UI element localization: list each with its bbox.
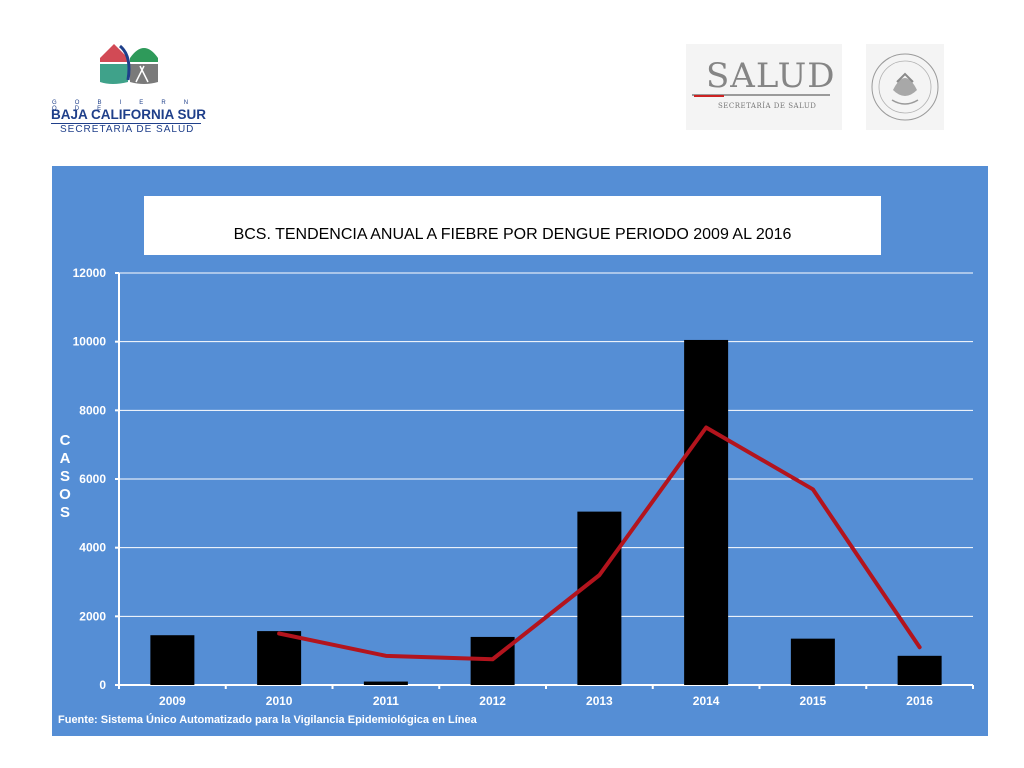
y-tick-label: 12000 bbox=[73, 266, 107, 280]
logo-divider bbox=[51, 123, 201, 124]
bar-2011 bbox=[363, 681, 408, 685]
gobierno-text: G O B I E R N O D E bbox=[52, 100, 197, 112]
bar-2013 bbox=[577, 511, 622, 685]
chart-title: BCS. TENDENCIA ANUAL A FIEBRE POR DENGUE… bbox=[233, 226, 792, 243]
salud-rule-accent bbox=[694, 95, 724, 97]
y-tick-label: 2000 bbox=[79, 609, 106, 623]
bar-2014 bbox=[684, 339, 729, 685]
trend-line bbox=[277, 425, 922, 662]
y-tick-label: 8000 bbox=[79, 403, 106, 417]
bar-2009 bbox=[150, 635, 195, 685]
y-tick-label: 4000 bbox=[79, 541, 106, 555]
x-tick-label: 2013 bbox=[586, 694, 613, 708]
dengue-chart: 0 2000 4000 6000 8000 10000 12000 2009 2010 2011 2… bbox=[73, 266, 974, 708]
y-tick-label: 0 bbox=[99, 678, 106, 692]
bar-2015 bbox=[790, 638, 835, 685]
salud-wordmark: SALUD bbox=[706, 56, 836, 96]
x-tick-label: 2016 bbox=[906, 694, 933, 708]
x-tick-label: 2015 bbox=[800, 694, 827, 708]
y-tick-label: 10000 bbox=[73, 335, 107, 349]
gobierno-bcs-logo: G O B I E R N O D E BAJA CALIFORNIA SUR … bbox=[48, 30, 218, 140]
salud-brand-box: SALUD SECRETARÍA DE SALUD bbox=[686, 44, 842, 130]
bcs-emblem-icon bbox=[100, 44, 158, 84]
bar-2016 bbox=[897, 655, 942, 685]
salud-rule bbox=[692, 94, 830, 96]
department-name: SECRETARÍA DE SALUD bbox=[60, 124, 195, 135]
y-axis-label: CASOS bbox=[59, 432, 71, 521]
source-note: Fuente: Sistema Único Automatizado para … bbox=[58, 714, 477, 726]
salud-logo: SALUD SECRETARÍA DE SALUD bbox=[686, 44, 944, 132]
x-tick-label: 2009 bbox=[159, 694, 186, 708]
x-tick-label: 2010 bbox=[266, 694, 293, 708]
national-seal-icon bbox=[871, 53, 939, 121]
state-name: BAJA CALIFORNIA SUR bbox=[51, 107, 206, 122]
x-tick-label: 2012 bbox=[479, 694, 506, 708]
bar-2010 bbox=[257, 631, 302, 685]
salud-subtitle: SECRETARÍA DE SALUD bbox=[718, 102, 817, 110]
mexico-seal bbox=[866, 44, 944, 130]
x-tick-label: 2011 bbox=[373, 694, 399, 708]
x-tick-label: 2014 bbox=[693, 694, 720, 708]
chart-title-box: BCS. TENDENCIA ANUAL A FIEBRE POR DENGUE… bbox=[144, 196, 881, 255]
chart-panel: 0 2000 4000 6000 8000 10000 12000 2009 2010 2011 2… bbox=[52, 166, 988, 736]
y-tick-label: 6000 bbox=[79, 472, 106, 486]
